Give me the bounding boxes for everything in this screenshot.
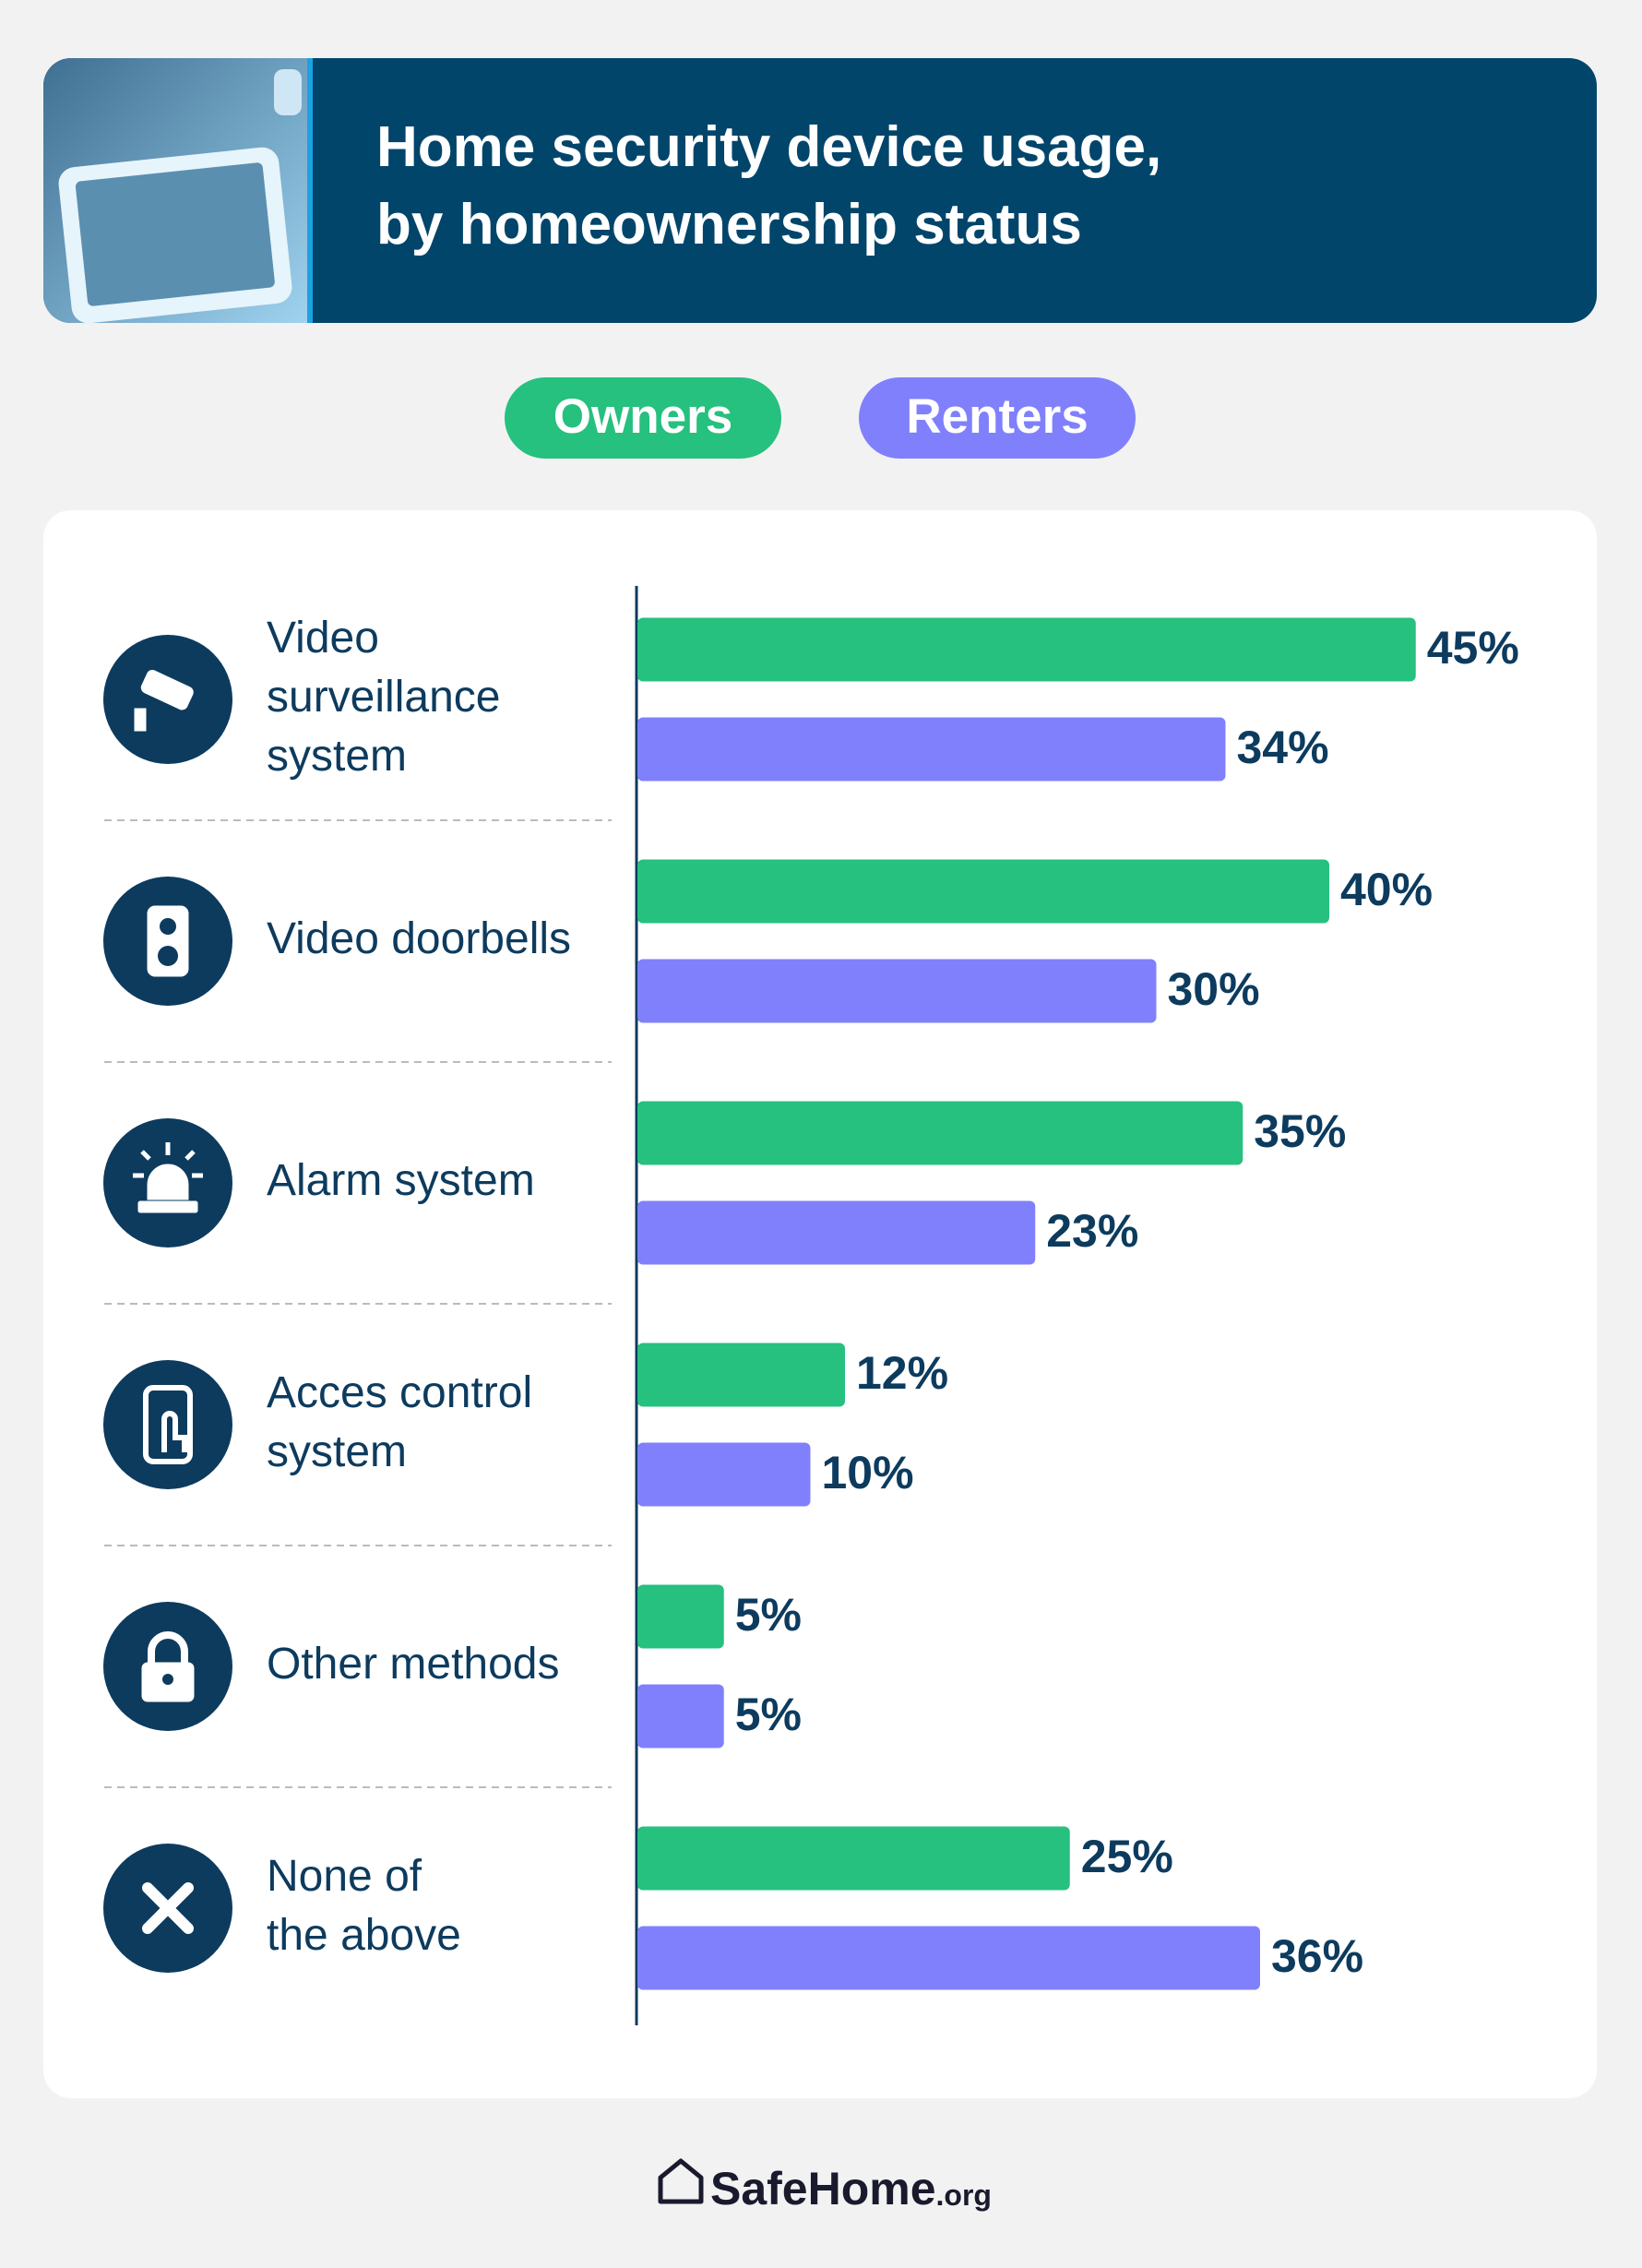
legend-label: Renters bbox=[906, 389, 1088, 444]
category-label: None of the above bbox=[267, 1852, 461, 1960]
bar bbox=[637, 617, 1416, 682]
legend-pill bbox=[859, 377, 1136, 459]
value-label: 45% bbox=[1427, 622, 1519, 674]
legend-pill bbox=[505, 377, 781, 459]
value-label: 25% bbox=[1081, 1831, 1173, 1882]
value-label: 30% bbox=[1168, 963, 1260, 1015]
icon-doorbell-lens bbox=[160, 918, 176, 935]
value-label: 10% bbox=[822, 1447, 914, 1498]
icon-alarm-rays bbox=[133, 1142, 203, 1178]
bar bbox=[637, 717, 1226, 782]
bar bbox=[637, 859, 1329, 924]
bar bbox=[637, 1200, 1036, 1265]
value-label: 5% bbox=[735, 1689, 802, 1740]
header-divider bbox=[307, 58, 313, 323]
value-label: 36% bbox=[1271, 1930, 1363, 1982]
icon-keyhole bbox=[162, 1674, 173, 1685]
icon-finger bbox=[161, 1411, 187, 1452]
value-label: 34% bbox=[1237, 722, 1329, 773]
category-label: Acces control system bbox=[267, 1368, 532, 1476]
bar bbox=[637, 959, 1157, 1023]
value-label: 12% bbox=[856, 1347, 948, 1399]
category-label: Alarm system bbox=[267, 1156, 535, 1205]
icon-doorbell bbox=[147, 905, 189, 977]
category-label: Video surveillance system bbox=[267, 614, 500, 781]
logo-suffix: .org bbox=[936, 2178, 992, 2212]
logo: SafeHome.org bbox=[658, 2158, 992, 2214]
value-label: 23% bbox=[1046, 1205, 1138, 1257]
value-label: 40% bbox=[1340, 864, 1433, 915]
header bbox=[43, 58, 1597, 323]
tablet-screen bbox=[75, 162, 275, 306]
bar bbox=[637, 1684, 724, 1749]
camera-shape bbox=[274, 69, 302, 115]
icon-phone bbox=[143, 1385, 193, 1464]
icons bbox=[133, 670, 203, 1934]
icon-circle bbox=[103, 1360, 232, 1489]
icon-alarm bbox=[147, 1164, 189, 1200]
legend-label: Owners bbox=[553, 389, 732, 444]
bar bbox=[637, 1343, 845, 1407]
bar bbox=[637, 1101, 1243, 1165]
icon-alarm-base bbox=[137, 1200, 198, 1213]
bar bbox=[637, 1584, 724, 1649]
logo-name: SafeHome bbox=[710, 2163, 936, 2214]
category-label: Video doorbells bbox=[267, 914, 571, 963]
logo-text: SafeHome.org bbox=[710, 2163, 992, 2214]
bar bbox=[637, 1826, 1070, 1891]
category-label: Other methods bbox=[267, 1640, 559, 1689]
icon-doorbell-button bbox=[158, 946, 178, 966]
value-label: 35% bbox=[1254, 1105, 1346, 1157]
icon-camera bbox=[140, 670, 194, 710]
bar bbox=[637, 1442, 811, 1507]
icon-camera-base bbox=[134, 708, 147, 732]
chart-title: Home security device usage, by homeowners… bbox=[376, 115, 1161, 257]
icon-shackle bbox=[148, 1631, 188, 1665]
icon-x bbox=[142, 1882, 194, 1934]
value-label: 5% bbox=[735, 1589, 802, 1641]
bar bbox=[637, 1926, 1260, 1990]
